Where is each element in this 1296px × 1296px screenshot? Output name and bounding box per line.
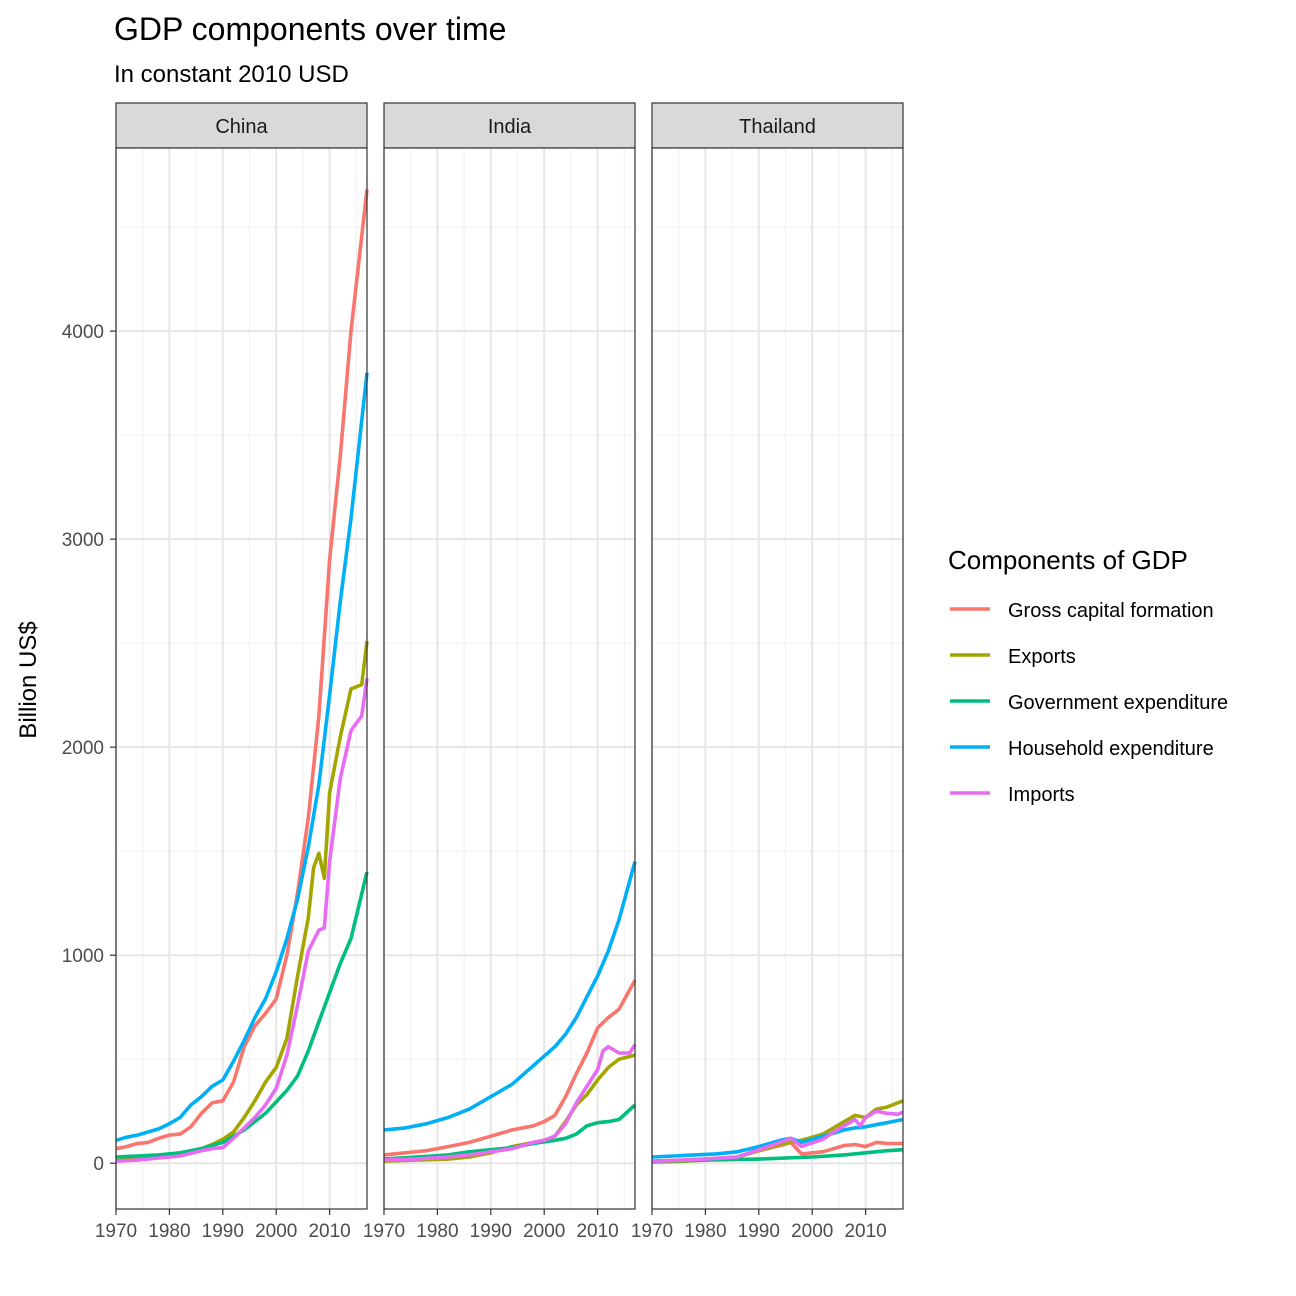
x-tick-label: 1990 [738, 1221, 780, 1242]
x-tick-label: 1990 [470, 1221, 512, 1242]
series-line-household-expenditure [115, 372, 369, 1143]
x-tick-label: 1980 [416, 1221, 458, 1242]
panel-border [115, 147, 368, 1210]
legend-label: Household expenditure [1008, 738, 1214, 760]
facet-strip [115, 102, 368, 149]
x-tick-label: 1970 [95, 1221, 137, 1242]
x-tick-label: 2010 [308, 1221, 350, 1242]
series-line-government-expenditure [383, 1103, 637, 1161]
y-tick-label: 4000 [62, 322, 104, 343]
series-line-imports [383, 1043, 637, 1162]
y-tick-label: 1000 [62, 946, 104, 967]
series-line-government-expenditure [115, 871, 369, 1159]
panel-background [116, 148, 367, 1209]
panel-background [384, 148, 635, 1209]
panel-border [651, 147, 904, 1210]
x-tick-label: 2010 [576, 1221, 618, 1242]
facet-strip [651, 102, 904, 149]
facet-panel-india: India 1970 1980 1990 2000 2010 [363, 102, 637, 1242]
x-tick-label: 1980 [684, 1221, 726, 1242]
x-tick-label: 2010 [844, 1221, 886, 1242]
facet-strip-label: India [488, 116, 532, 138]
y-axis-title: Billion US$ [15, 621, 42, 738]
panel-border [383, 147, 636, 1210]
x-tick-label: 1990 [202, 1221, 244, 1242]
legend-label: Exports [1008, 646, 1076, 668]
y-tick-label: 3000 [62, 530, 104, 551]
facet-panel-thailand: Thailand 1970 1980 1990 2000 2010 [631, 102, 904, 1242]
x-tick-label: 2000 [791, 1221, 833, 1242]
series-line-imports [651, 1109, 904, 1163]
legend-label: Imports [1008, 784, 1075, 806]
series-line-gross-capital-formation [115, 189, 369, 1151]
chart-subtitle: In constant 2010 USD [114, 61, 349, 88]
series-line-imports [115, 678, 369, 1163]
facet-panels: China 1970 1980 1990 2000 2010 0 1000 2000 3000 40… [62, 102, 904, 1242]
legend-title: Components of GDP [948, 545, 1188, 575]
series-line-household-expenditure [383, 861, 637, 1132]
facet-strip-label: China [215, 116, 268, 138]
legend-label: Government expenditure [1008, 692, 1228, 714]
series-line-gross-capital-formation [383, 979, 637, 1157]
y-tick-label: 2000 [62, 738, 104, 759]
x-tick-label: 2000 [523, 1221, 565, 1242]
series-line-household-expenditure [651, 1117, 904, 1159]
y-tick-label: 0 [93, 1154, 104, 1175]
facet-strip [383, 102, 636, 149]
facet-strip-label: Thailand [739, 116, 816, 138]
chart-title: GDP components over time [114, 11, 506, 47]
x-tick-label: 2000 [255, 1221, 297, 1242]
x-tick-label: 1980 [148, 1221, 190, 1242]
legend-label: Gross capital formation [1008, 600, 1214, 622]
x-tick-label: 1970 [631, 1221, 673, 1242]
panel-background [652, 148, 903, 1209]
x-tick-label: 1970 [363, 1221, 405, 1242]
legend: Components of GDP Gross capital formatio… [948, 545, 1228, 806]
facet-panel-china: China 1970 1980 1990 2000 2010 0 1000 2000 3000 40… [62, 102, 369, 1242]
